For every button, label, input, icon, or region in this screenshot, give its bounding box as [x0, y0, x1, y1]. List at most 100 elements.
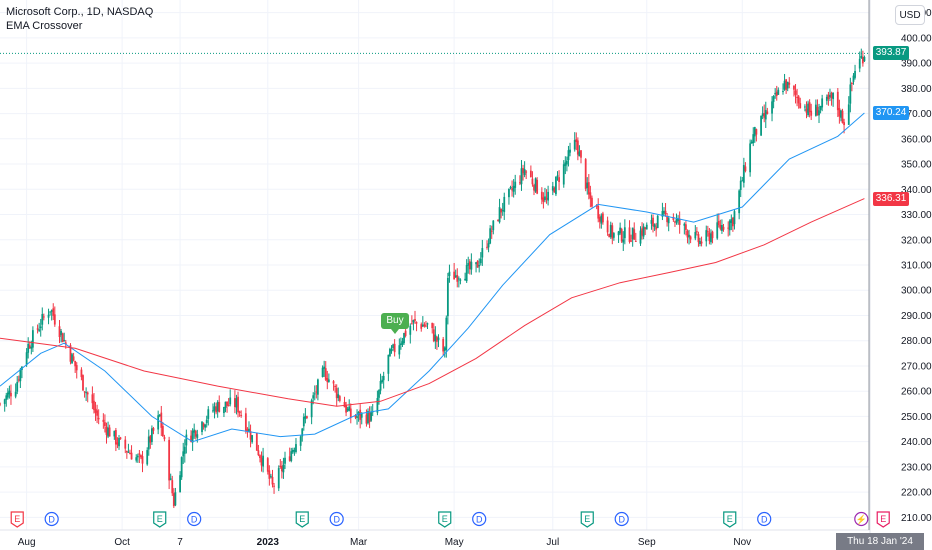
candle-body [509, 187, 512, 189]
last-price-tag: 393.87 [873, 46, 909, 61]
y-tick-label: 260.00 [901, 387, 932, 398]
candle [617, 230, 620, 243]
candle-body [39, 326, 42, 329]
candle-body [470, 261, 473, 270]
candle [194, 429, 197, 440]
candle [644, 226, 647, 236]
candle-body [27, 343, 30, 353]
grid [0, 0, 871, 550]
candle [180, 456, 183, 480]
candle [129, 449, 131, 455]
candle [575, 132, 578, 151]
candle-body [343, 402, 346, 408]
candle [158, 413, 161, 418]
dividend-icon[interactable]: D [614, 511, 629, 527]
candle-body [799, 103, 802, 109]
candle-body [8, 390, 11, 395]
candle-body [486, 246, 488, 248]
candle-body [71, 354, 73, 364]
candle [645, 222, 648, 230]
earnings-icon[interactable]: E [580, 511, 594, 528]
earnings-marker [438, 511, 452, 528]
candle [717, 213, 720, 228]
candle [47, 308, 50, 325]
candle-body [213, 406, 216, 411]
y-tick-label: 240.00 [901, 437, 932, 448]
y-tick-label: 310.00 [901, 261, 932, 272]
candle-body [238, 411, 241, 413]
candle-body [201, 421, 203, 433]
candle-body [645, 224, 648, 230]
candle-body [0, 403, 1, 405]
candle [511, 180, 513, 197]
candle [146, 447, 149, 466]
candle [174, 487, 177, 507]
split-icon[interactable]: ⚡ [854, 511, 869, 527]
candle-body [708, 232, 711, 242]
dividend-icon[interactable]: D [187, 511, 202, 527]
candle-body [437, 337, 440, 341]
candle [580, 150, 582, 164]
candle [96, 404, 98, 424]
candle [293, 447, 296, 456]
candle-body [697, 234, 700, 243]
candle-body [534, 178, 537, 192]
candle [796, 88, 798, 107]
indicator-title[interactable]: EMA Crossover [6, 20, 83, 32]
candle [805, 101, 808, 119]
candle [234, 390, 236, 414]
candle-body [683, 223, 686, 226]
candle-body [301, 428, 304, 437]
candle [578, 145, 581, 157]
candle [500, 208, 503, 219]
candle-body [183, 446, 186, 454]
candle-body [412, 320, 415, 323]
candle-body [589, 192, 592, 199]
candle-body [843, 122, 845, 126]
dividend-icon[interactable]: D [44, 511, 59, 527]
candle-body [415, 322, 418, 324]
candle [694, 225, 697, 241]
candle-body [827, 94, 830, 99]
candle [567, 145, 570, 167]
candle [498, 198, 501, 224]
dividend-icon[interactable]: D [757, 511, 772, 527]
candle-body [284, 457, 286, 464]
candle [326, 370, 329, 390]
candle [783, 73, 786, 91]
candle [600, 213, 603, 229]
candle [467, 256, 470, 274]
earnings-letter: E [880, 514, 886, 524]
candle [836, 88, 839, 118]
candle-body [226, 401, 228, 406]
earnings-icon[interactable]: E [438, 511, 452, 528]
earnings-icon[interactable]: E [10, 511, 24, 528]
candle-body [804, 106, 806, 108]
dividend-icon[interactable]: D [472, 511, 487, 527]
candle-body [453, 271, 456, 280]
candle [359, 404, 362, 429]
earnings-icon[interactable]: E [153, 511, 167, 528]
candle [266, 456, 269, 475]
dividend-icon[interactable]: D [329, 511, 344, 527]
candle [3, 398, 6, 412]
currency-button[interactable]: USD [895, 5, 925, 25]
candle [141, 450, 144, 473]
candle-body [390, 349, 393, 352]
buy-signal-label[interactable]: Buy [381, 313, 409, 334]
earnings-icon[interactable]: E [723, 511, 737, 528]
candle-body [204, 424, 207, 428]
candle-body [514, 181, 517, 188]
candle-body [161, 425, 164, 437]
candle-body [182, 451, 185, 457]
candle-body [91, 394, 94, 404]
candle [706, 225, 709, 237]
candle-body [194, 430, 197, 437]
candle [382, 371, 385, 389]
symbol-title[interactable]: Microsoft Corp., 1D, NASDAQ [6, 6, 154, 18]
candle-body [858, 58, 861, 69]
earnings-icon[interactable]: E [876, 511, 890, 528]
earnings-icon[interactable]: E [295, 511, 309, 528]
y-tick-label: 220.00 [901, 488, 932, 499]
